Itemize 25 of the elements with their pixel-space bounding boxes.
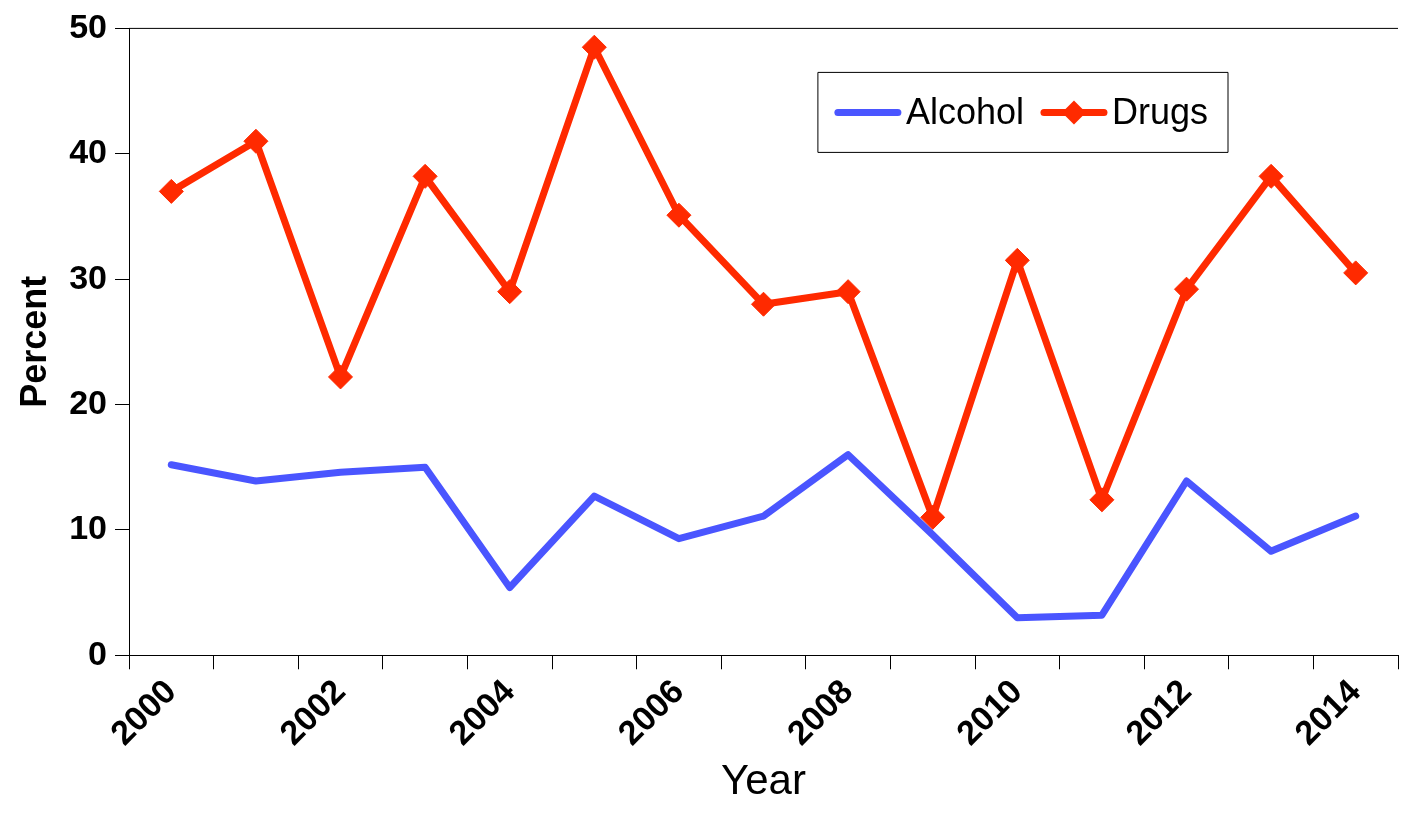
point (412, 163, 438, 189)
point (158, 178, 184, 204)
point (920, 504, 946, 530)
point (835, 279, 861, 305)
point (751, 291, 777, 317)
point (581, 34, 607, 60)
point (1089, 487, 1115, 513)
y-tick-label: 30 (69, 257, 108, 296)
point (1258, 163, 1284, 189)
point (497, 279, 523, 305)
y-tick-label: 20 (69, 382, 108, 421)
point (666, 202, 692, 228)
legend-label: Alcohol (905, 91, 1024, 133)
y-tick-label: 10 (69, 508, 108, 547)
point (1004, 247, 1030, 273)
y-tick-label: 40 (69, 132, 108, 171)
point (243, 128, 269, 154)
point (328, 364, 354, 390)
y-axis-title: Percent (12, 275, 54, 408)
point (1343, 260, 1369, 286)
x-axis-title: Year (721, 756, 806, 804)
y-tick-label: 0 (88, 633, 108, 672)
y-tick-label: 50 (69, 6, 108, 45)
legend-label: Drugs (1111, 91, 1208, 133)
point (1174, 276, 1199, 302)
